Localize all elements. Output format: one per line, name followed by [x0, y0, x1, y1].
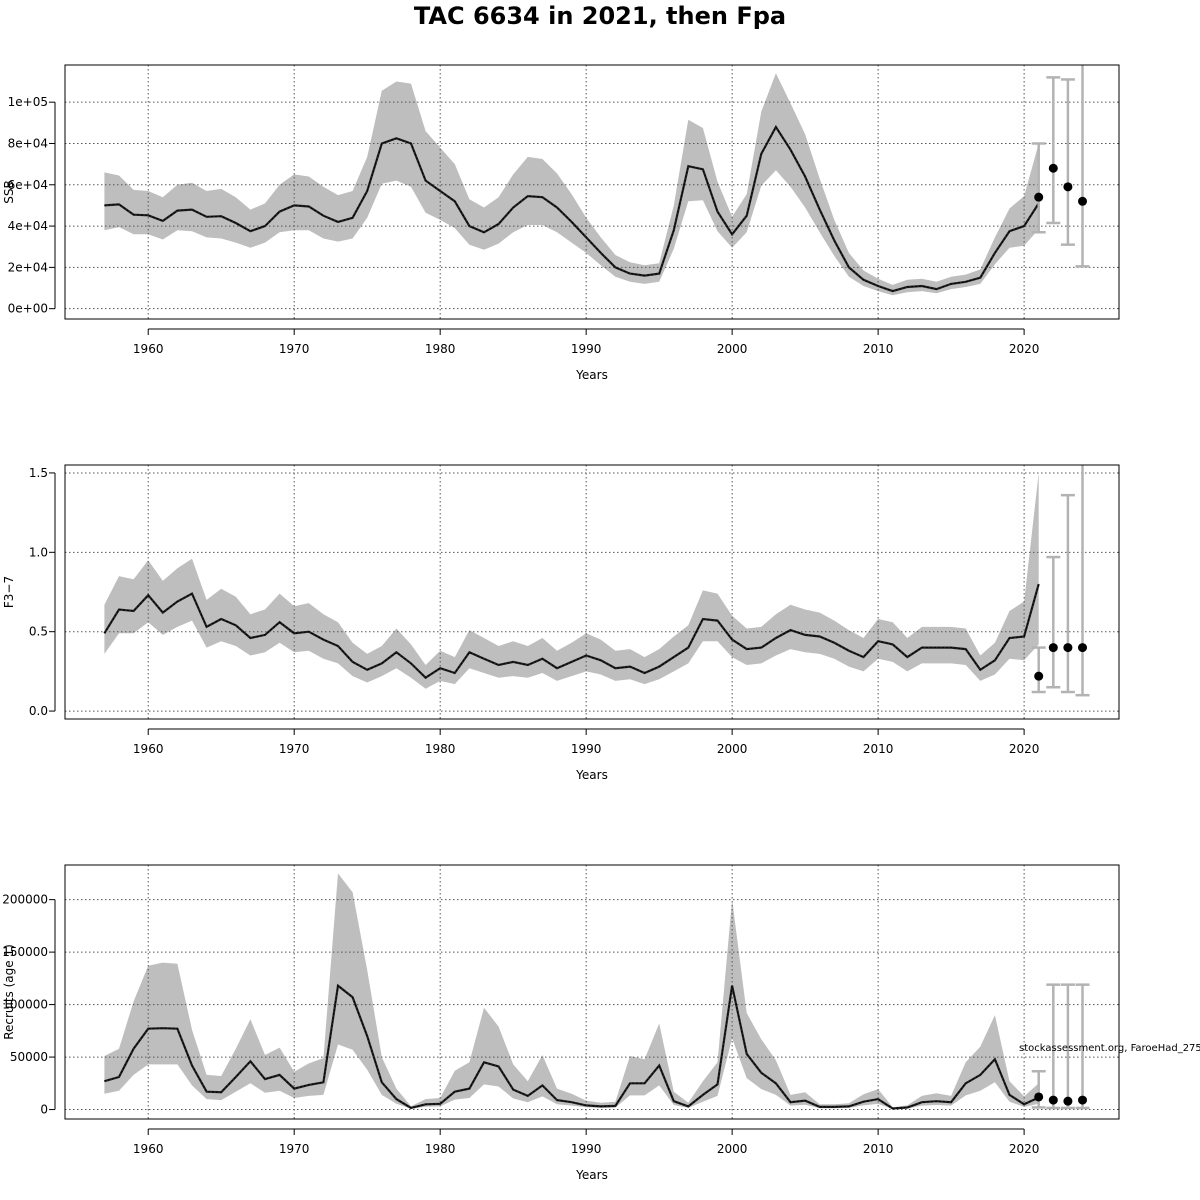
- ssb-x-tick-label: 1980: [425, 342, 456, 356]
- recruits-y-tick-label: 100000: [2, 998, 48, 1012]
- ssb-estimate-line-dotted: [104, 126, 1040, 292]
- recruits-y-tick-label: 0: [40, 1103, 48, 1117]
- ssb-x-tick-label: 2010: [863, 342, 894, 356]
- fbar-x-tick-label: 1980: [425, 742, 456, 756]
- ssb-x-axis-label: Years: [575, 368, 608, 382]
- ssb-plot-frame: [64, 64, 1120, 320]
- fbar-x-axis-label: Years: [575, 768, 608, 782]
- recruits-x-tick-label: 1960: [133, 1142, 164, 1156]
- ssb-x-tick-label: 2000: [717, 342, 748, 356]
- ssb-y-tick-label: 8e+04: [8, 136, 48, 150]
- fbar-estimate-line-dotted: [103, 583, 1040, 679]
- recruits-confidence-band: [104, 873, 1039, 1109]
- figure-title: TAC 6634 in 2021, then Fpa: [413, 2, 787, 30]
- ssb-confidence-band: [104, 73, 1039, 296]
- fbar-y-tick-label: 1.5: [29, 466, 48, 480]
- recruits-y-tick-label: 200000: [2, 893, 48, 907]
- ssb-forecast-point: [1048, 163, 1058, 173]
- ssb-y-tick-label: 0e+00: [8, 302, 48, 316]
- fbar-y-tick-label: 1.0: [29, 545, 48, 559]
- recruits-y-tick-label: 50000: [10, 1050, 48, 1064]
- fbar-y-axis-label: F3−7: [2, 576, 16, 608]
- recruits-panel: 1960 1970 1980 1990 2000 2010 2020 Years 0 50000 1…: [2, 864, 1120, 1182]
- recruits-x-axis-label: Years: [575, 1168, 608, 1182]
- recruits-forecast-point: [1034, 1092, 1044, 1102]
- fishing-mortality-panel: 1960 1970 1980 1990 2000 2010 2020 Years 0.0 0.5 1…: [2, 464, 1120, 782]
- recruits-x-tick-label: 1970: [279, 1142, 310, 1156]
- recruits-y-axis-label: Recruits (age 1): [2, 944, 16, 1040]
- ssb-y-tick-label: 2e+04: [8, 260, 48, 274]
- fbar-forecast-point: [1063, 643, 1073, 653]
- fbar-x-tick-label: 1970: [279, 742, 310, 756]
- recruits-x-tick-label: 2000: [717, 1142, 748, 1156]
- ssb-y-axis-label: SSB: [2, 180, 16, 203]
- fbar-y-tick-label: 0.0: [29, 704, 48, 718]
- fbar-forecast-point: [1078, 643, 1088, 653]
- recruits-plot-frame: [64, 864, 1120, 1120]
- fbar-forecast-point: [1048, 643, 1058, 653]
- fbar-forecast-point: [1034, 671, 1044, 681]
- recruits-x-tick-label: 2020: [1009, 1142, 1040, 1156]
- recruits-y-tick-label: 150000: [2, 945, 48, 959]
- ssb-x-tick-label: 2020: [1009, 342, 1040, 356]
- watermark-text: stockassessment.org, FaroeHad_2756: [1019, 1043, 1200, 1054]
- recruits-x-tick-label: 2010: [863, 1142, 894, 1156]
- fbar-x-tick-label: 2000: [717, 742, 748, 756]
- fbar-confidence-band: [104, 472, 1039, 689]
- ssb-x-tick-label: 1960: [133, 342, 164, 356]
- fbar-y-tick-label: 0.5: [29, 625, 48, 639]
- recruits-estimate-line-dotted: [104, 984, 1039, 1110]
- fbar-x-tick-label: 2010: [863, 742, 894, 756]
- ssb-forecast-point: [1063, 182, 1073, 192]
- ssb-y-tick-label: 4e+04: [8, 219, 48, 233]
- fbar-x-tick-label: 2020: [1009, 742, 1040, 756]
- ssb-y-tick-label: 1e+05: [8, 95, 48, 109]
- fbar-x-tick-label: 1960: [133, 742, 164, 756]
- ssb-y-tick-label: 6e+04: [8, 178, 48, 192]
- recruits-forecast-point: [1048, 1095, 1058, 1105]
- ssb-forecast-point: [1034, 192, 1044, 202]
- ssb-panel: 1960 1970 1980 1990 2000 2010 2020 Years 0e+00 2e…: [2, 64, 1120, 382]
- ssb-forecast-point: [1078, 196, 1088, 206]
- ssb-x-tick-label: 1990: [571, 342, 602, 356]
- fbar-x-tick-label: 1990: [571, 742, 602, 756]
- recruits-forecast-point: [1063, 1096, 1073, 1106]
- recruits-forecast-point: [1078, 1095, 1088, 1105]
- fbar-plot-frame: [64, 464, 1120, 720]
- recruits-x-tick-label: 1990: [571, 1142, 602, 1156]
- ssb-x-tick-label: 1970: [279, 342, 310, 356]
- recruits-x-tick-label: 1980: [425, 1142, 456, 1156]
